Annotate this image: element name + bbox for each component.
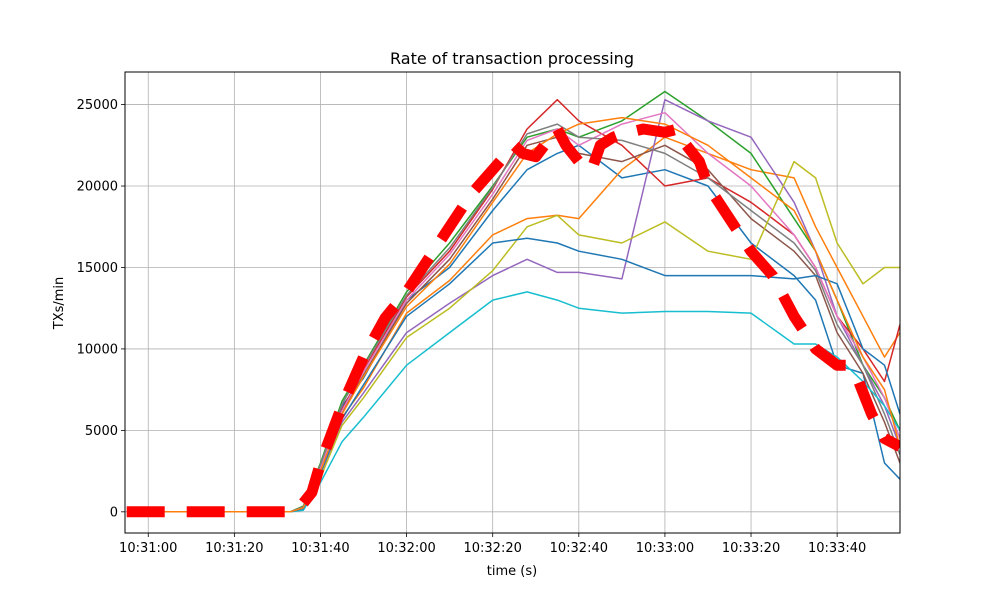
y-axis-label: TXs/min bbox=[52, 277, 67, 331]
y-tick-label: 5000 bbox=[85, 424, 118, 439]
x-axis-label: time (s) bbox=[487, 564, 537, 579]
x-tick-label: 10:31:00 bbox=[119, 541, 177, 556]
y-tick-label: 10000 bbox=[77, 342, 118, 357]
mean-series-line bbox=[126, 123, 900, 518]
y-tick-label: 20000 bbox=[77, 180, 118, 195]
x-tick-label: 10:33:20 bbox=[722, 541, 780, 556]
series-lines bbox=[126, 90, 900, 518]
y-axis-ticks: 0 5000 10000 15000 20000 25000 bbox=[77, 98, 125, 520]
x-axis-ticks: 10:31:00 10:31:20 10:31:40 10:32:00 10:32:20… bbox=[119, 533, 866, 556]
x-tick-label: 10:32:00 bbox=[377, 541, 435, 556]
x-tick-label: 10:31:40 bbox=[291, 541, 349, 556]
y-tick-label: 25000 bbox=[77, 98, 118, 113]
chart-title: Rate of transaction processing bbox=[390, 49, 634, 68]
series-line-9 bbox=[126, 160, 900, 513]
y-tick-label: 15000 bbox=[77, 261, 118, 276]
y-tick-label: 0 bbox=[110, 505, 118, 520]
x-tick-label: 10:31:20 bbox=[205, 541, 263, 556]
x-tick-label: 10:32:20 bbox=[463, 541, 521, 556]
x-tick-label: 10:33:40 bbox=[808, 541, 866, 556]
plot-frame bbox=[124, 71, 901, 534]
x-tick-label: 10:33:00 bbox=[636, 541, 694, 556]
x-tick-label: 10:32:40 bbox=[550, 541, 608, 556]
